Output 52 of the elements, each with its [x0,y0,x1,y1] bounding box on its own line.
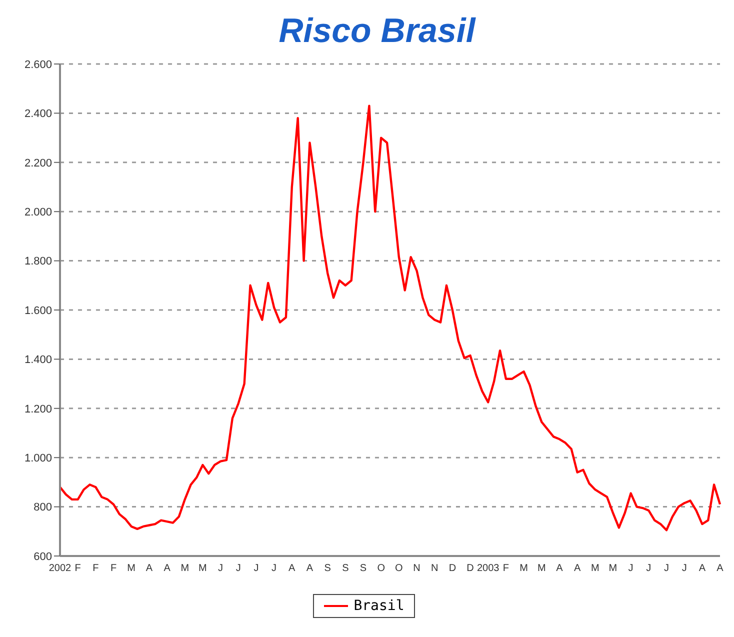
x-tick-label: J [272,563,277,574]
x-tick-label: M [520,563,528,574]
x-tick-label: 2003 [476,563,500,574]
x-tick-label: J [628,563,634,574]
y-tick-label: 1.400 [24,354,52,366]
x-tick-label: M [537,563,546,574]
x-tick-label: A [146,563,153,574]
x-tick-label: M [198,563,207,574]
x-tick-label: J [254,563,259,574]
x-tick-label: S [324,563,332,574]
y-tick-label: 1.200 [24,403,52,416]
x-tick-label: J [682,563,687,574]
x-tick-label: J [664,563,669,574]
y-tick-label: 2.600 [24,58,52,71]
x-tick-label: 2002 [48,563,72,574]
x-tick-label: F [502,563,509,574]
y-tick-label: 800 [34,502,52,514]
x-tick-label: N [413,563,420,574]
y-tick-label: 2.200 [24,157,52,170]
x-tick-label: A [288,563,296,574]
x-tick-label: F [74,563,81,574]
chart-title: Risco Brasil [278,11,477,52]
x-tick-label: A [574,563,581,574]
legend-label: Brasil [354,598,404,614]
x-tick-label: O [377,563,386,574]
y-tick-label: 1.800 [24,256,52,268]
x-tick-label: M [127,563,136,574]
x-tick-label: O [395,563,404,574]
y-tick-label: 1.000 [24,452,52,465]
x-tick-label: N [430,563,438,574]
x-tick-label: A [698,563,706,574]
y-tick-label: 600 [34,550,52,563]
y-tick-label: 2.400 [24,108,52,120]
x-tick-label: D [466,563,474,574]
x-tick-label: J [646,563,652,574]
x-tick-label: M [590,563,600,574]
line-series [58,104,722,532]
x-tick-label: J [236,563,241,574]
x-tick-label: A [164,563,171,574]
x-tick-label: F [110,563,117,574]
x-tick-label: S [360,563,367,574]
x-tick-label: J [218,563,224,574]
x-tick-label: A [716,563,724,574]
x-tick-label: M [180,563,190,574]
y-tick-label: 1.600 [24,304,52,317]
x-tick-label: M [608,563,618,574]
x-tick-label: F [92,563,99,574]
x-tick-label: A [556,563,564,574]
y-tick-label: 2.000 [24,206,52,219]
x-tick-label: A [306,563,314,574]
x-tick-label: S [342,563,350,574]
x-tick-label: D [448,563,456,574]
